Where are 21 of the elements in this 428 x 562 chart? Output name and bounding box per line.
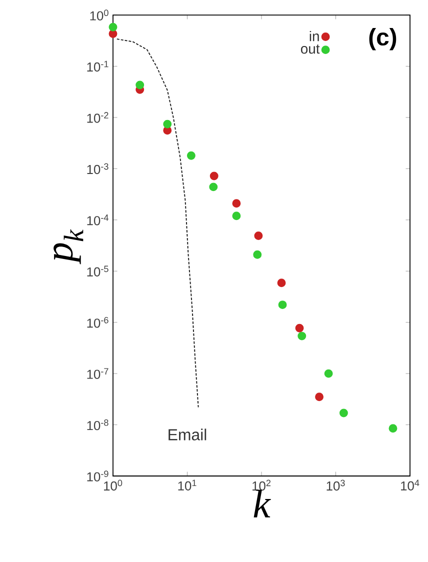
y-tick-label: 10$^{-6}$: [87, 316, 108, 328]
y-tick-label: 10$^{0}$: [90, 10, 108, 20]
x-tick-label: 10$^{2}$: [252, 480, 271, 491]
legend-label: in: [310, 30, 319, 42]
y-tick-label: 10$^{-8}$: [87, 419, 108, 430]
x-tick-label: 10$^{1}$: [178, 480, 196, 490]
legend-label: out: [300, 44, 320, 54]
y-axis-title: p$_{k}$: [54, 229, 84, 264]
y-tick-label: 10$^{-5}$: [87, 266, 108, 276]
y-tick-label: 10$^{-9}$: [87, 470, 108, 482]
annotation: (c): [369, 28, 396, 50]
x-tick-label: 10$^{4}$: [401, 480, 420, 490]
y-tick-label: 10$^{-1}$: [87, 60, 108, 72]
x-tick-label: 10$^{0}$: [104, 480, 122, 491]
y-tick-label: 10$^{-4}$: [87, 214, 108, 226]
x-tick-label: 10$^{3}$: [326, 480, 345, 491]
y-tick-label: 10$^{-3}$: [87, 163, 108, 174]
annotation: Email: [168, 428, 206, 440]
x-axis-title: k: [254, 490, 271, 518]
y-tick-label: 10$^{-2}$: [87, 112, 108, 123]
y-tick-label: 10$^{-7}$: [87, 368, 108, 379]
